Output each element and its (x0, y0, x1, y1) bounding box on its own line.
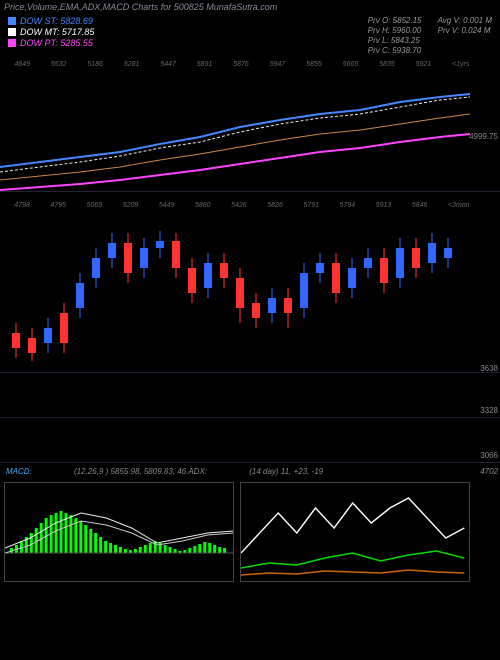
prev-high: Prv H: 5960.00 (368, 26, 422, 35)
legend-pt: DOW PT: 5285.55 (8, 38, 94, 48)
x-tick: 5855 (306, 61, 322, 68)
candle-y-label-1: 3328 (480, 406, 498, 415)
candle-y-label-2: 3066 (480, 451, 498, 460)
legend-pt-label: DOW PT: 5285.55 (20, 38, 93, 48)
macd-params: (12,26,9 ) 5855.98, 5809.83, 46.ADX: (74, 467, 207, 476)
candlestick-svg (0, 213, 470, 373)
candle-y-label-3: 4702 (480, 467, 498, 476)
x-tick: 5826 (267, 202, 283, 209)
x-tick: 5665 (343, 61, 359, 68)
x-tick: 5947 (270, 61, 286, 68)
avg-vol: Avg V: 0.001 M (438, 16, 492, 25)
x-tick: 5835 (379, 61, 395, 68)
x-tick: 5449 (159, 202, 175, 209)
adx-params: (14 day) 11, +23, -19 (249, 467, 323, 476)
legend-left: DOW ST: 5828.69 DOW MT: 5717.85 DOW PT: … (8, 16, 94, 55)
x-tick: 5891 (197, 61, 213, 68)
empty-panel-2: 3066 (0, 418, 500, 463)
macd-header: MACD: (12,26,9 ) 5855.98, 5809.83, 46.AD… (0, 463, 500, 480)
x-tick: 5069 (87, 202, 103, 209)
x-tick: 5209 (123, 202, 139, 209)
legend-mt: DOW MT: 5717.85 (8, 27, 94, 37)
adx-panel (240, 482, 470, 582)
prev-open: Prv O: 5852.15 (368, 16, 422, 25)
x-tick: 4798 (14, 202, 30, 209)
top-chart-x-ticks: 4849 5532 5186 5281 5447 5891 5876 5947 5855 5665… (0, 57, 500, 72)
top-y-label: 4999.75 (469, 132, 498, 141)
empty-panel-1: 3328 (0, 373, 500, 418)
ohlc-info: Prv O: 5852.15 Avg V: 0.001 M Prv H: 596… (368, 16, 492, 55)
legend-area: DOW ST: 5828.69 DOW MT: 5717.85 DOW PT: … (0, 14, 500, 57)
x-tick: 5860 (195, 202, 211, 209)
legend-st: DOW ST: 5828.69 (8, 16, 94, 26)
candle-y-label-0: 3638 (480, 364, 498, 373)
swatch-pt-icon (8, 39, 16, 47)
macd-label: MACD: (6, 467, 32, 476)
swatch-mt-icon (8, 28, 16, 36)
adx-svg (241, 483, 469, 583)
x-tick: 5913 (376, 202, 392, 209)
x-tick: 4795 (50, 202, 66, 209)
x-tick: 5532 (51, 61, 67, 68)
x-tick: 5281 (124, 61, 140, 68)
x-tick: 5921 (416, 61, 432, 68)
x-tick: 5447 (160, 61, 176, 68)
x-tick: 5846 (412, 202, 428, 209)
ema-lines-svg (0, 72, 475, 192)
prev-vol: Prv V: 0.024 M (438, 26, 492, 35)
x-tick: 4849 (14, 61, 30, 68)
candlestick-panel: 3638 (0, 213, 500, 373)
macd-svg (5, 483, 233, 583)
legend-mt-label: DOW MT: 5717.85 (20, 27, 94, 37)
ema-price-panel: 4999.75 (0, 72, 500, 192)
prev-low: Prv L: 5843.25 (368, 36, 422, 45)
x-tick: 5426 (231, 202, 247, 209)
macd-panel (4, 482, 234, 582)
page-title: Price,Volume,EMA,ADX,MACD Charts for 500… (0, 0, 500, 14)
legend-st-label: DOW ST: 5828.69 (20, 16, 93, 26)
x-tick: 5186 (87, 61, 103, 68)
x-tick: <1yrs (452, 61, 469, 68)
swatch-st-icon (8, 17, 16, 25)
x-tick: 5794 (340, 202, 356, 209)
x-tick: 5876 (233, 61, 249, 68)
indicator-row (0, 480, 500, 584)
x-tick: <3mon (448, 202, 470, 209)
candle-chart-x-ticks: 4798 4795 5069 5209 5449 5860 5426 5826 5791 5794… (0, 198, 500, 213)
prev-close: Prv C: 5938.70 (368, 46, 422, 55)
x-tick: 5791 (303, 202, 319, 209)
